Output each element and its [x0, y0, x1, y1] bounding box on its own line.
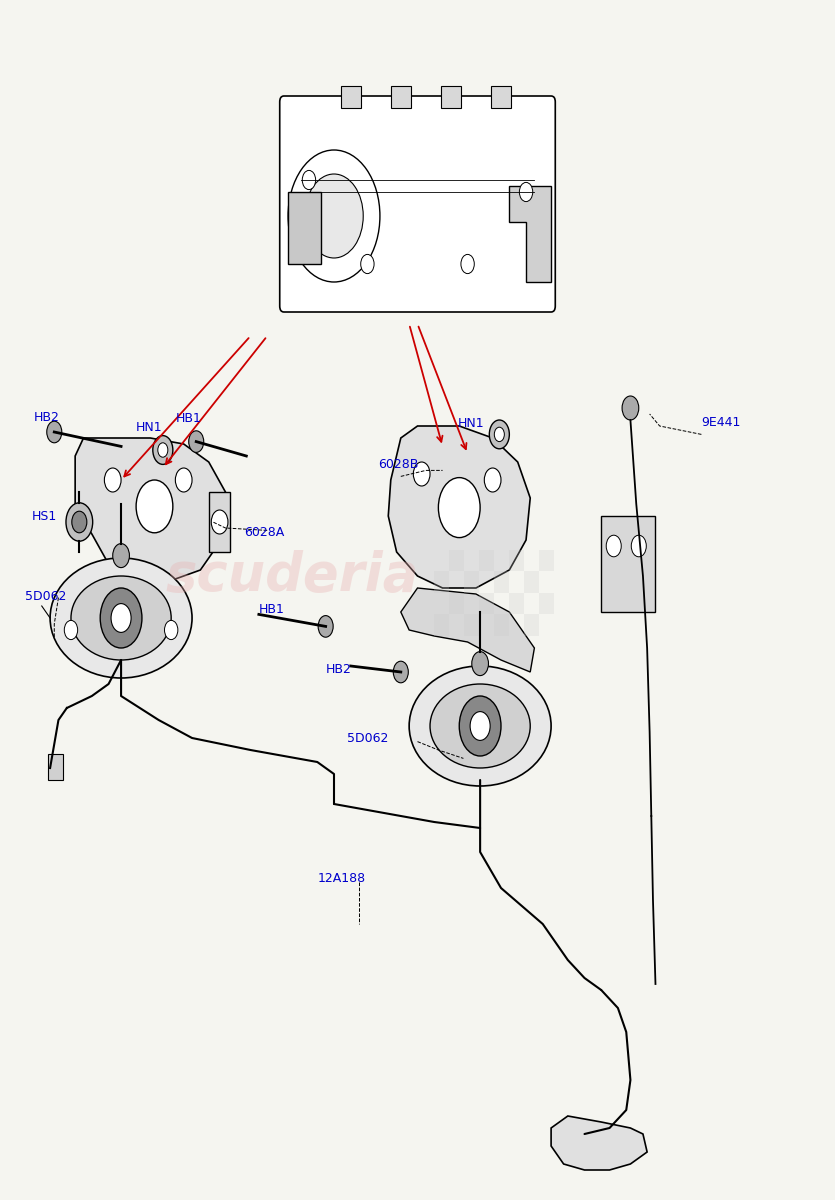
Text: HB2: HB2	[33, 412, 59, 424]
Circle shape	[47, 421, 62, 443]
Text: 12A188: 12A188	[317, 872, 366, 884]
Circle shape	[211, 510, 228, 534]
Polygon shape	[75, 438, 225, 582]
Bar	[494, 614, 509, 636]
Bar	[479, 593, 494, 614]
Bar	[524, 571, 539, 593]
Text: HB1: HB1	[175, 413, 201, 425]
Bar	[464, 571, 479, 593]
Circle shape	[305, 174, 363, 258]
Circle shape	[461, 254, 474, 274]
Circle shape	[175, 468, 192, 492]
Circle shape	[66, 503, 93, 541]
Bar	[449, 593, 464, 614]
Circle shape	[494, 427, 504, 442]
Circle shape	[519, 182, 533, 202]
Circle shape	[158, 443, 168, 457]
Bar	[539, 593, 554, 614]
Polygon shape	[509, 186, 551, 282]
Bar	[479, 550, 494, 571]
Ellipse shape	[50, 558, 192, 678]
Circle shape	[459, 696, 501, 756]
Circle shape	[413, 462, 430, 486]
Circle shape	[136, 480, 173, 533]
Circle shape	[472, 652, 488, 676]
Bar	[509, 550, 524, 571]
Circle shape	[153, 436, 173, 464]
Bar	[391, 86, 411, 108]
Text: HB2: HB2	[326, 664, 352, 676]
Text: HS1: HS1	[32, 510, 57, 522]
Text: 5D062: 5D062	[25, 590, 67, 602]
Text: HN1: HN1	[458, 418, 484, 430]
Circle shape	[622, 396, 639, 420]
Polygon shape	[401, 588, 534, 672]
Bar	[464, 614, 479, 636]
Circle shape	[164, 620, 178, 640]
Bar	[434, 571, 449, 593]
Circle shape	[489, 420, 509, 449]
Text: 6028B: 6028B	[378, 458, 418, 470]
Text: 5D062: 5D062	[347, 732, 388, 744]
Circle shape	[72, 511, 87, 533]
Bar	[601, 516, 655, 612]
Bar	[539, 550, 554, 571]
Circle shape	[361, 254, 374, 274]
Circle shape	[393, 661, 408, 683]
Polygon shape	[288, 192, 321, 264]
Circle shape	[111, 604, 131, 632]
Polygon shape	[551, 1116, 647, 1170]
Bar	[449, 550, 464, 571]
Bar	[491, 86, 511, 108]
Text: HN1: HN1	[135, 421, 162, 433]
Bar	[48, 754, 63, 780]
Bar	[434, 614, 449, 636]
Text: 6028A: 6028A	[244, 527, 284, 539]
Bar	[494, 571, 509, 593]
Circle shape	[470, 712, 490, 740]
Ellipse shape	[71, 576, 171, 660]
Circle shape	[189, 431, 204, 452]
Circle shape	[438, 478, 480, 538]
Bar	[341, 86, 361, 108]
Circle shape	[64, 620, 78, 640]
Circle shape	[631, 535, 646, 557]
Circle shape	[318, 616, 333, 637]
Text: scuderia: scuderia	[165, 550, 419, 602]
Bar	[441, 86, 461, 108]
Polygon shape	[388, 426, 530, 588]
Circle shape	[100, 588, 142, 648]
Bar	[524, 614, 539, 636]
Ellipse shape	[409, 666, 551, 786]
Circle shape	[288, 150, 380, 282]
Circle shape	[104, 468, 121, 492]
Circle shape	[484, 468, 501, 492]
Circle shape	[302, 170, 316, 190]
Bar	[509, 593, 524, 614]
Bar	[209, 492, 230, 552]
Ellipse shape	[430, 684, 530, 768]
FancyBboxPatch shape	[280, 96, 555, 312]
Text: HB1: HB1	[259, 604, 285, 616]
Text: 9E441: 9E441	[701, 416, 741, 428]
Circle shape	[113, 544, 129, 568]
Circle shape	[606, 535, 621, 557]
